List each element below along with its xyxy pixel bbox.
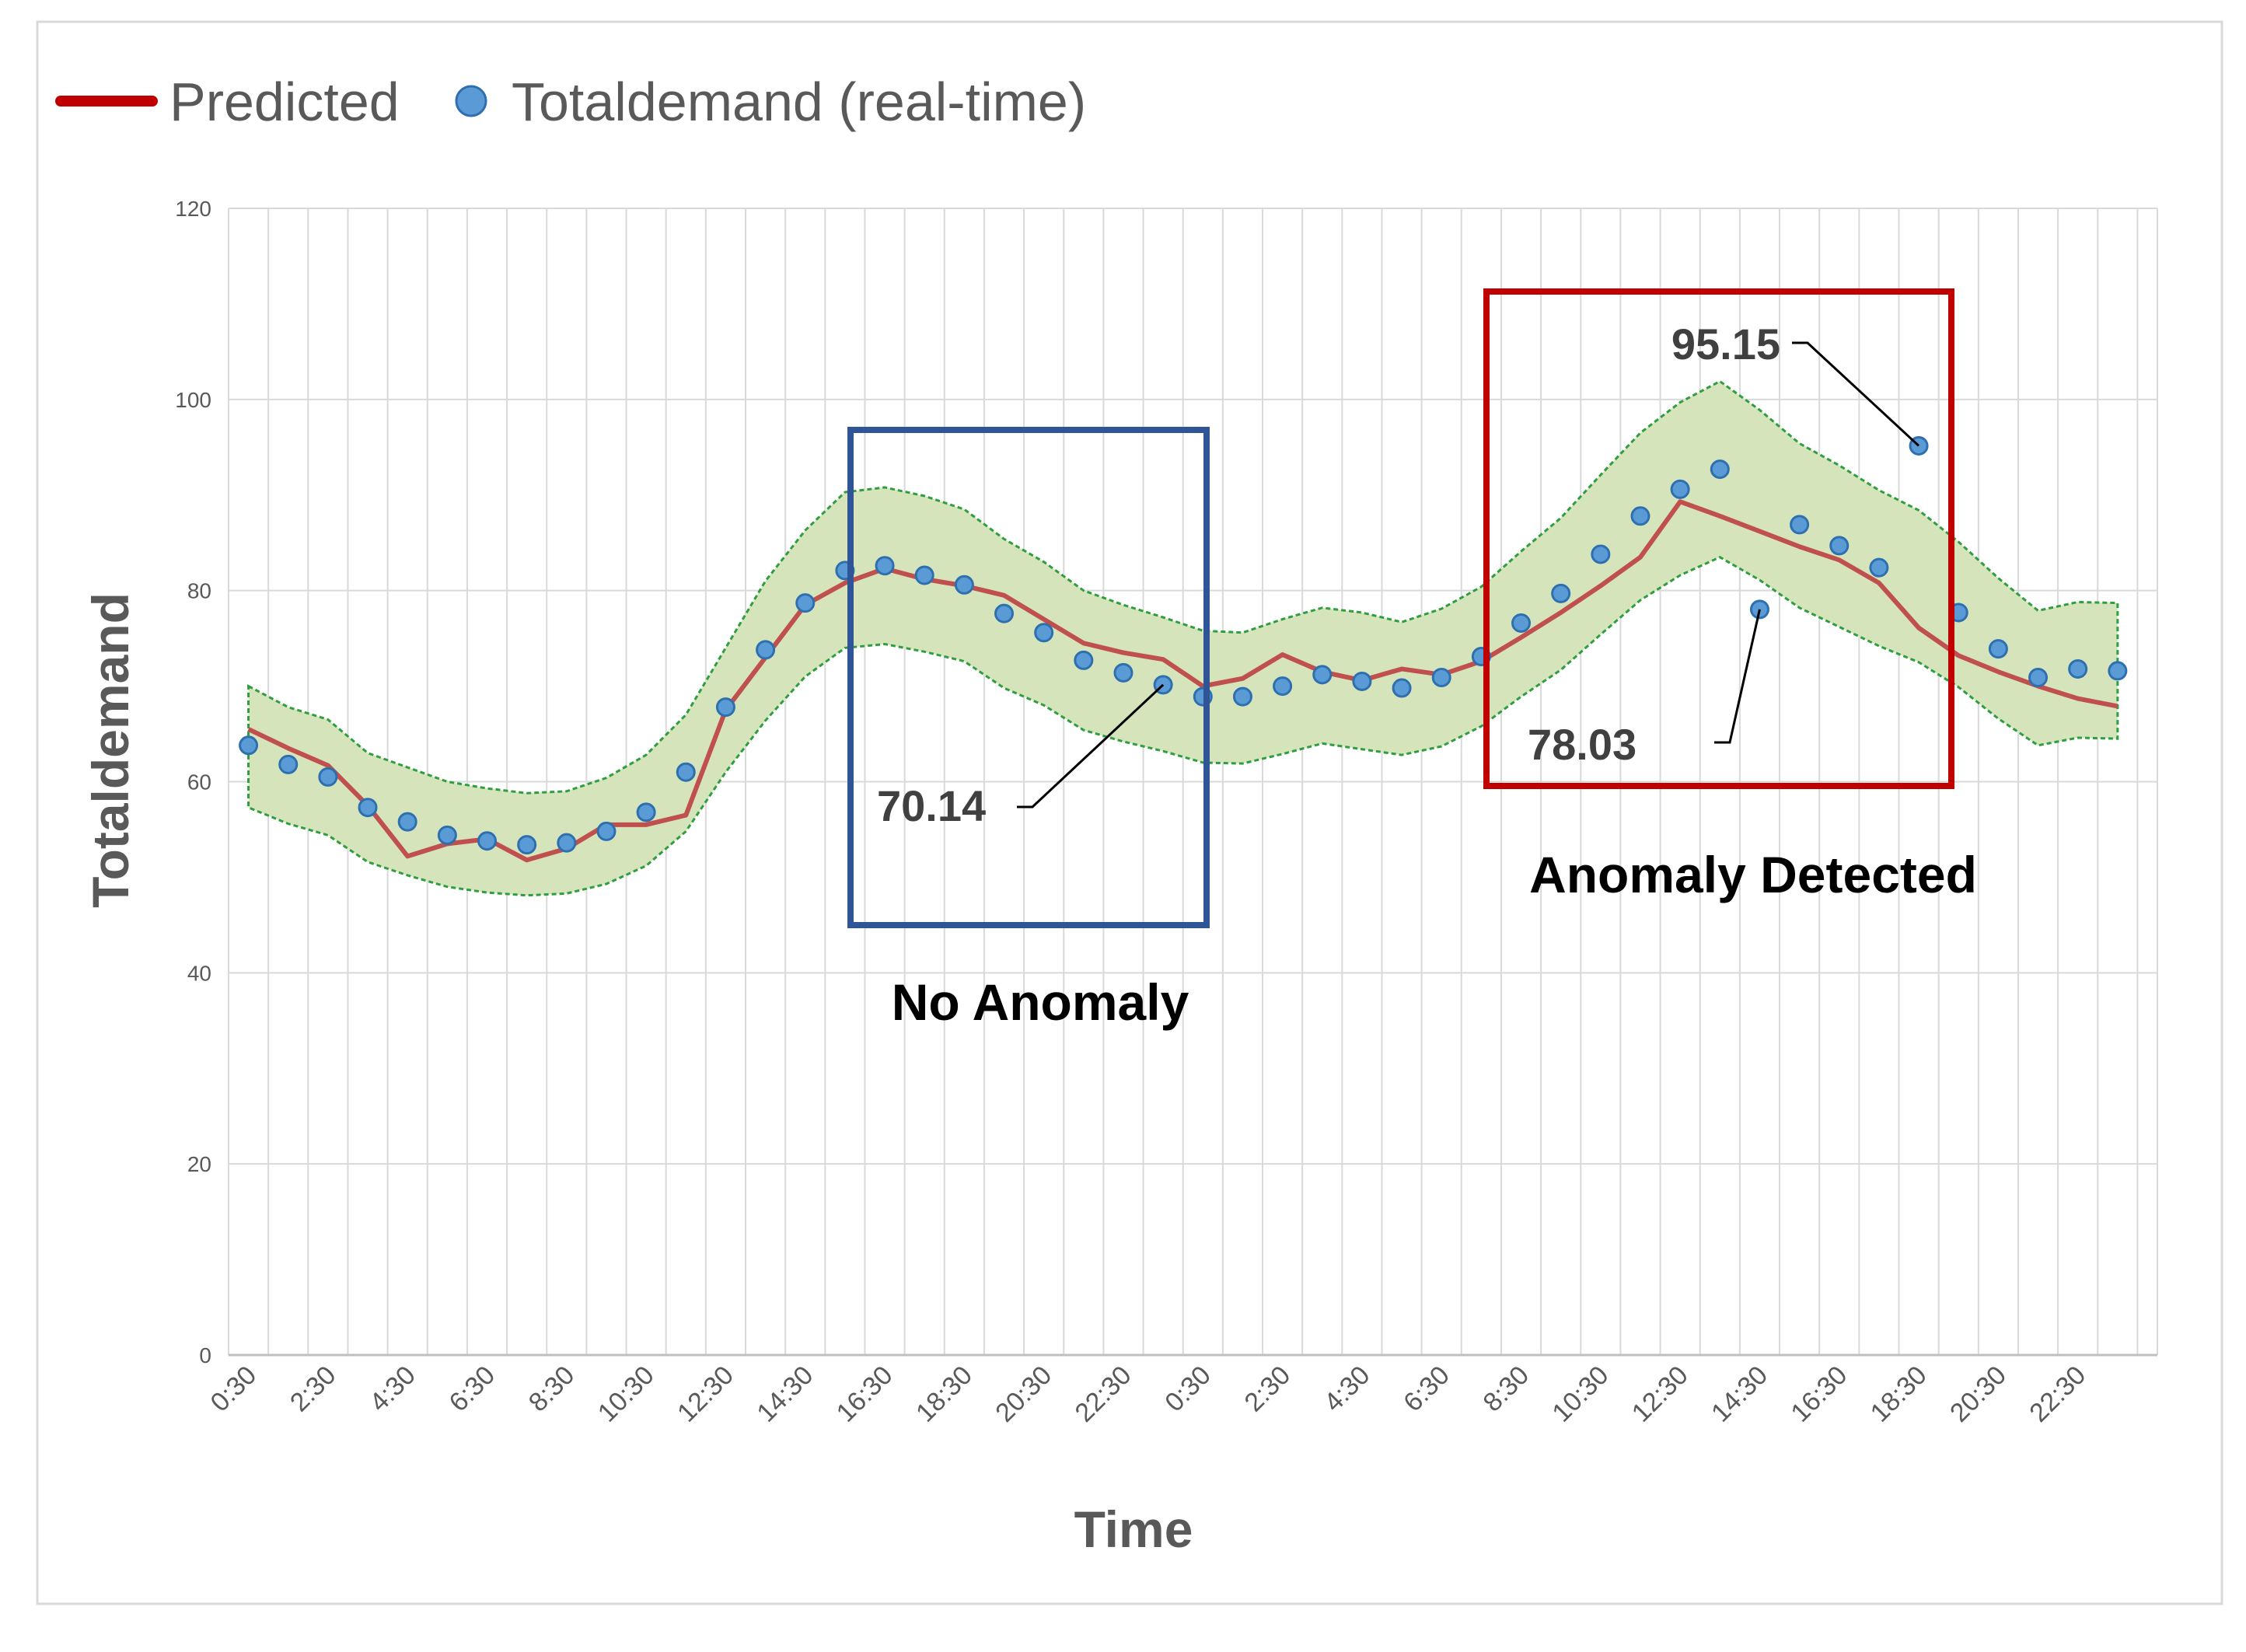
- annotation-value-label: 95.15: [1671, 320, 1780, 368]
- realtime-point: [1988, 639, 2008, 659]
- annotations: 70.14 95.15 78.03: [877, 320, 1920, 830]
- realtime-point: [517, 835, 537, 855]
- y-tick-label: 80: [187, 579, 211, 603]
- realtime-point: [1431, 668, 1451, 688]
- annotation-value-label: 70.14: [877, 781, 986, 830]
- realtime-point: [397, 812, 417, 832]
- realtime-point: [1273, 676, 1293, 697]
- realtime-point: [875, 556, 895, 576]
- realtime-point: [1074, 650, 1094, 670]
- realtime-point: [676, 762, 696, 782]
- x-axis-title: Time: [1074, 1500, 1193, 1558]
- no-anomaly-box: [847, 427, 1210, 928]
- predicted-line: [247, 499, 2119, 863]
- annotation-leader-line: [1017, 683, 1165, 809]
- realtime-point: [2108, 661, 2128, 681]
- realtime-point: [358, 798, 378, 818]
- realtime-point: [1869, 557, 1889, 578]
- y-axis-title: Totaldemand: [82, 592, 139, 908]
- legend: Predicted Totaldemand (real-time): [55, 72, 1086, 132]
- realtime-point: [636, 802, 656, 823]
- anomaly-detected-label: Anomaly Detected: [1529, 846, 1977, 903]
- realtime-point: [318, 767, 338, 787]
- y-tick-label: 0: [199, 1343, 211, 1367]
- realtime-point: [596, 821, 617, 841]
- realtime-point: [278, 754, 299, 774]
- realtime-point: [994, 603, 1015, 623]
- realtime-point: [1511, 613, 1532, 633]
- annotation-leader-line: [1792, 341, 1920, 447]
- realtime-point: [1829, 536, 1850, 556]
- legend-realtime-swatch: [455, 85, 487, 117]
- no-anomaly-label: No Anomaly: [892, 973, 1189, 1031]
- realtime-point: [239, 735, 259, 756]
- realtime-point: [557, 833, 577, 853]
- realtime-point: [795, 593, 816, 613]
- realtime-point: [1591, 544, 1611, 564]
- realtime-point: [477, 831, 498, 851]
- predicted-series-line: [247, 499, 2119, 863]
- realtime-point: [954, 575, 974, 595]
- legend-predicted-label: Predicted: [169, 72, 400, 132]
- annotation-value-label: 78.03: [1528, 720, 1636, 769]
- y-tick-label: 60: [187, 770, 211, 795]
- y-tick-label: 20: [187, 1152, 211, 1176]
- realtime-point: [1630, 506, 1650, 526]
- realtime-point: [1790, 515, 1810, 535]
- realtime-point: [1232, 686, 1252, 707]
- y-axis-ticks: 0 20 40 60 80 100 120: [175, 197, 211, 1367]
- realtime-point: [2068, 658, 2088, 679]
- realtime-point: [756, 640, 776, 660]
- realtime-point: [437, 825, 457, 845]
- realtime-point: [914, 565, 934, 585]
- annotation-leader-line: [1714, 609, 1761, 744]
- legend-realtime-label: Totaldemand (real-time): [512, 72, 1086, 132]
- realtime-point: [1352, 671, 1372, 691]
- realtime-point: [1551, 583, 1571, 603]
- realtime-point: [2028, 668, 2049, 688]
- realtime-point: [715, 697, 735, 718]
- y-tick-label: 100: [175, 388, 211, 412]
- realtime-point: [1670, 479, 1690, 499]
- anomaly-detected-box: [1483, 288, 1954, 789]
- realtime-point: [1710, 459, 1730, 480]
- realtime-point: [1392, 678, 1412, 698]
- realtime-point: [1312, 665, 1333, 685]
- realtime-points: [239, 435, 2128, 855]
- y-tick-label: 40: [187, 961, 211, 985]
- realtime-point: [1034, 623, 1054, 643]
- confidence-band: [247, 379, 2119, 897]
- y-tick-label: 120: [175, 197, 211, 221]
- realtime-point: [1113, 662, 1133, 683]
- confidence-band-area: [247, 379, 2119, 897]
